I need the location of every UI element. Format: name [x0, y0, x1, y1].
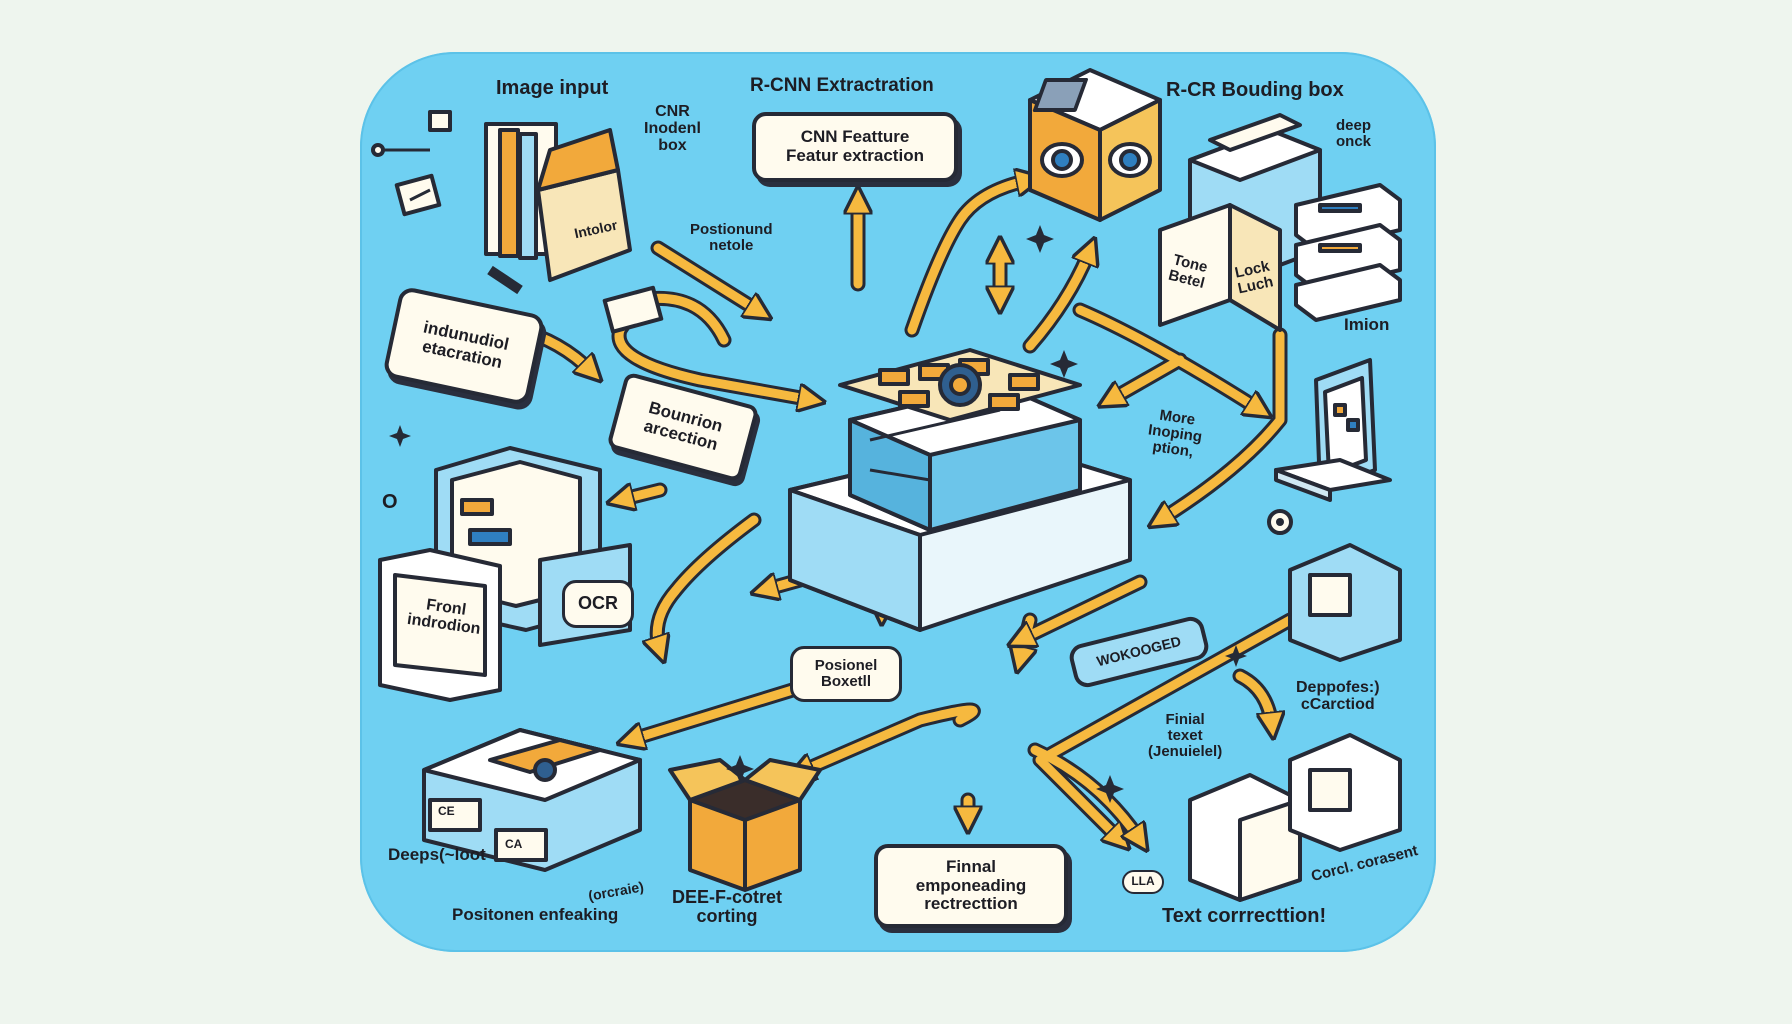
gear-icon [1267, 509, 1293, 535]
label-deepofes-correction: Deppofes:) cCarctiod [1296, 679, 1380, 713]
processor-chip-icon [788, 348, 1132, 632]
cardboard-box-icon [668, 758, 822, 892]
monitor-icon [378, 446, 632, 702]
label-more-inoping: More Inoping ption, [1147, 406, 1204, 461]
positional-boxell-card: Posionel Boxetll [790, 646, 902, 702]
label-deep-onck: deep onck [1336, 117, 1372, 150]
label-rcnn-extraction: R-CNN Extractration [750, 75, 934, 96]
label-imion: Imion [1344, 315, 1390, 334]
label-letter-o: O [382, 491, 398, 513]
label-dee-cortet: DEE-F-cotret corting [672, 887, 783, 926]
chip-label-b: CA [505, 837, 523, 851]
label-position-node: Postionund netole [690, 221, 773, 254]
cube-icon [1188, 543, 1402, 902]
eyes-cube-icon [1028, 68, 1162, 222]
ocr-label-box: OCR [562, 580, 634, 628]
final-emponeading-card: Finnal emponeading rectrecttion [874, 844, 1068, 928]
label-cnr-inodenl-box: CNR Inodenl box [644, 103, 701, 154]
printer-icon [1158, 113, 1322, 332]
server-stack-icon [1294, 183, 1402, 322]
label-rcr-bounding-box: R-CR Bouding box [1166, 79, 1344, 101]
lla-tag: LLA [1122, 870, 1164, 894]
sparkle-icon [389, 225, 1247, 803]
label-positoned-enfeaking: Positonen enfeaking [452, 905, 619, 924]
cube-icon [422, 728, 642, 872]
laptop-icon [1274, 358, 1392, 502]
chip-label-a: CE [438, 804, 455, 818]
document-stack-icon [371, 110, 664, 334]
label-deep-loot: Deeps(~loot [388, 845, 486, 864]
label-image-input: Image input [496, 77, 609, 99]
label-final-text: Finial texet (Jenuielel) [1148, 711, 1223, 760]
cnn-feature-box: CNN Featture Featur extraction [752, 112, 958, 182]
label-text-corrention: Text corrrecttion! [1162, 905, 1327, 927]
